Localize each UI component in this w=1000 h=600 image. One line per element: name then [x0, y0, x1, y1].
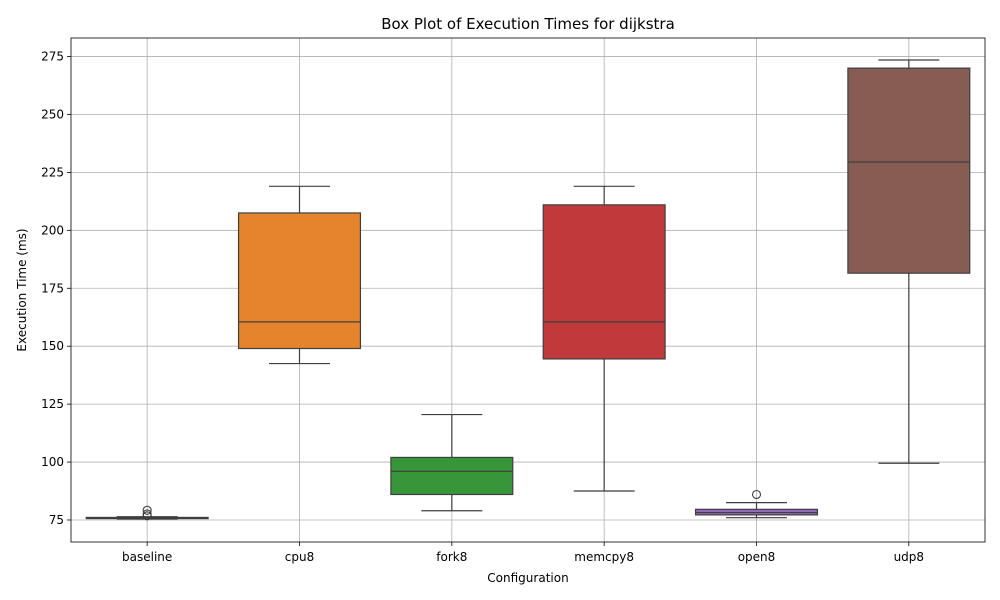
y-tick-label: 225 — [41, 165, 64, 179]
x-tick-label: memcpy8 — [574, 550, 634, 564]
y-tick-label: 100 — [41, 455, 64, 469]
y-tick-label: 75 — [49, 513, 64, 527]
plot-frame — [70, 37, 986, 543]
outlier-point — [142, 505, 152, 515]
x-tick-label: fork8 — [436, 550, 467, 564]
y-tick-label: 200 — [41, 223, 64, 237]
y-tick-label: 175 — [41, 281, 64, 295]
x-tick-label: cpu8 — [285, 550, 314, 564]
x-axis-label: Configuration — [487, 571, 568, 585]
box-open8 — [694, 489, 819, 519]
y-tick-label: 125 — [41, 397, 64, 411]
x-tick-label: udp8 — [894, 550, 924, 564]
outlier-point — [142, 511, 152, 521]
box-body — [237, 212, 362, 350]
y-axis-label: Execution Time (ms) — [15, 228, 29, 351]
box-body — [542, 204, 666, 360]
x-axis-ticks: baseline cpu8 fork8 memcpy8 open8 udp8 — [122, 542, 924, 564]
box-body — [390, 456, 514, 496]
y-axis-ticks: 75 100 125 150 175 200 225 250 275 — [41, 50, 71, 527]
x-tick-label: open8 — [738, 550, 776, 564]
y-tick-label: 275 — [41, 50, 64, 64]
box-body — [847, 67, 971, 274]
chart-title: Box Plot of Execution Times for dijkstra — [381, 15, 675, 33]
plot-area — [71, 38, 985, 542]
box-baseline — [85, 505, 209, 521]
box-cpu8 — [237, 185, 362, 365]
box-memcpy8 — [542, 185, 666, 492]
x-tick-label: baseline — [122, 550, 172, 564]
y-tick-label: 250 — [41, 107, 64, 121]
y-tick-label: 150 — [41, 339, 64, 353]
box-udp8 — [847, 59, 971, 464]
outlier-point — [751, 489, 762, 500]
boxes-layer — [85, 59, 971, 521]
box-fork8 — [390, 413, 514, 512]
